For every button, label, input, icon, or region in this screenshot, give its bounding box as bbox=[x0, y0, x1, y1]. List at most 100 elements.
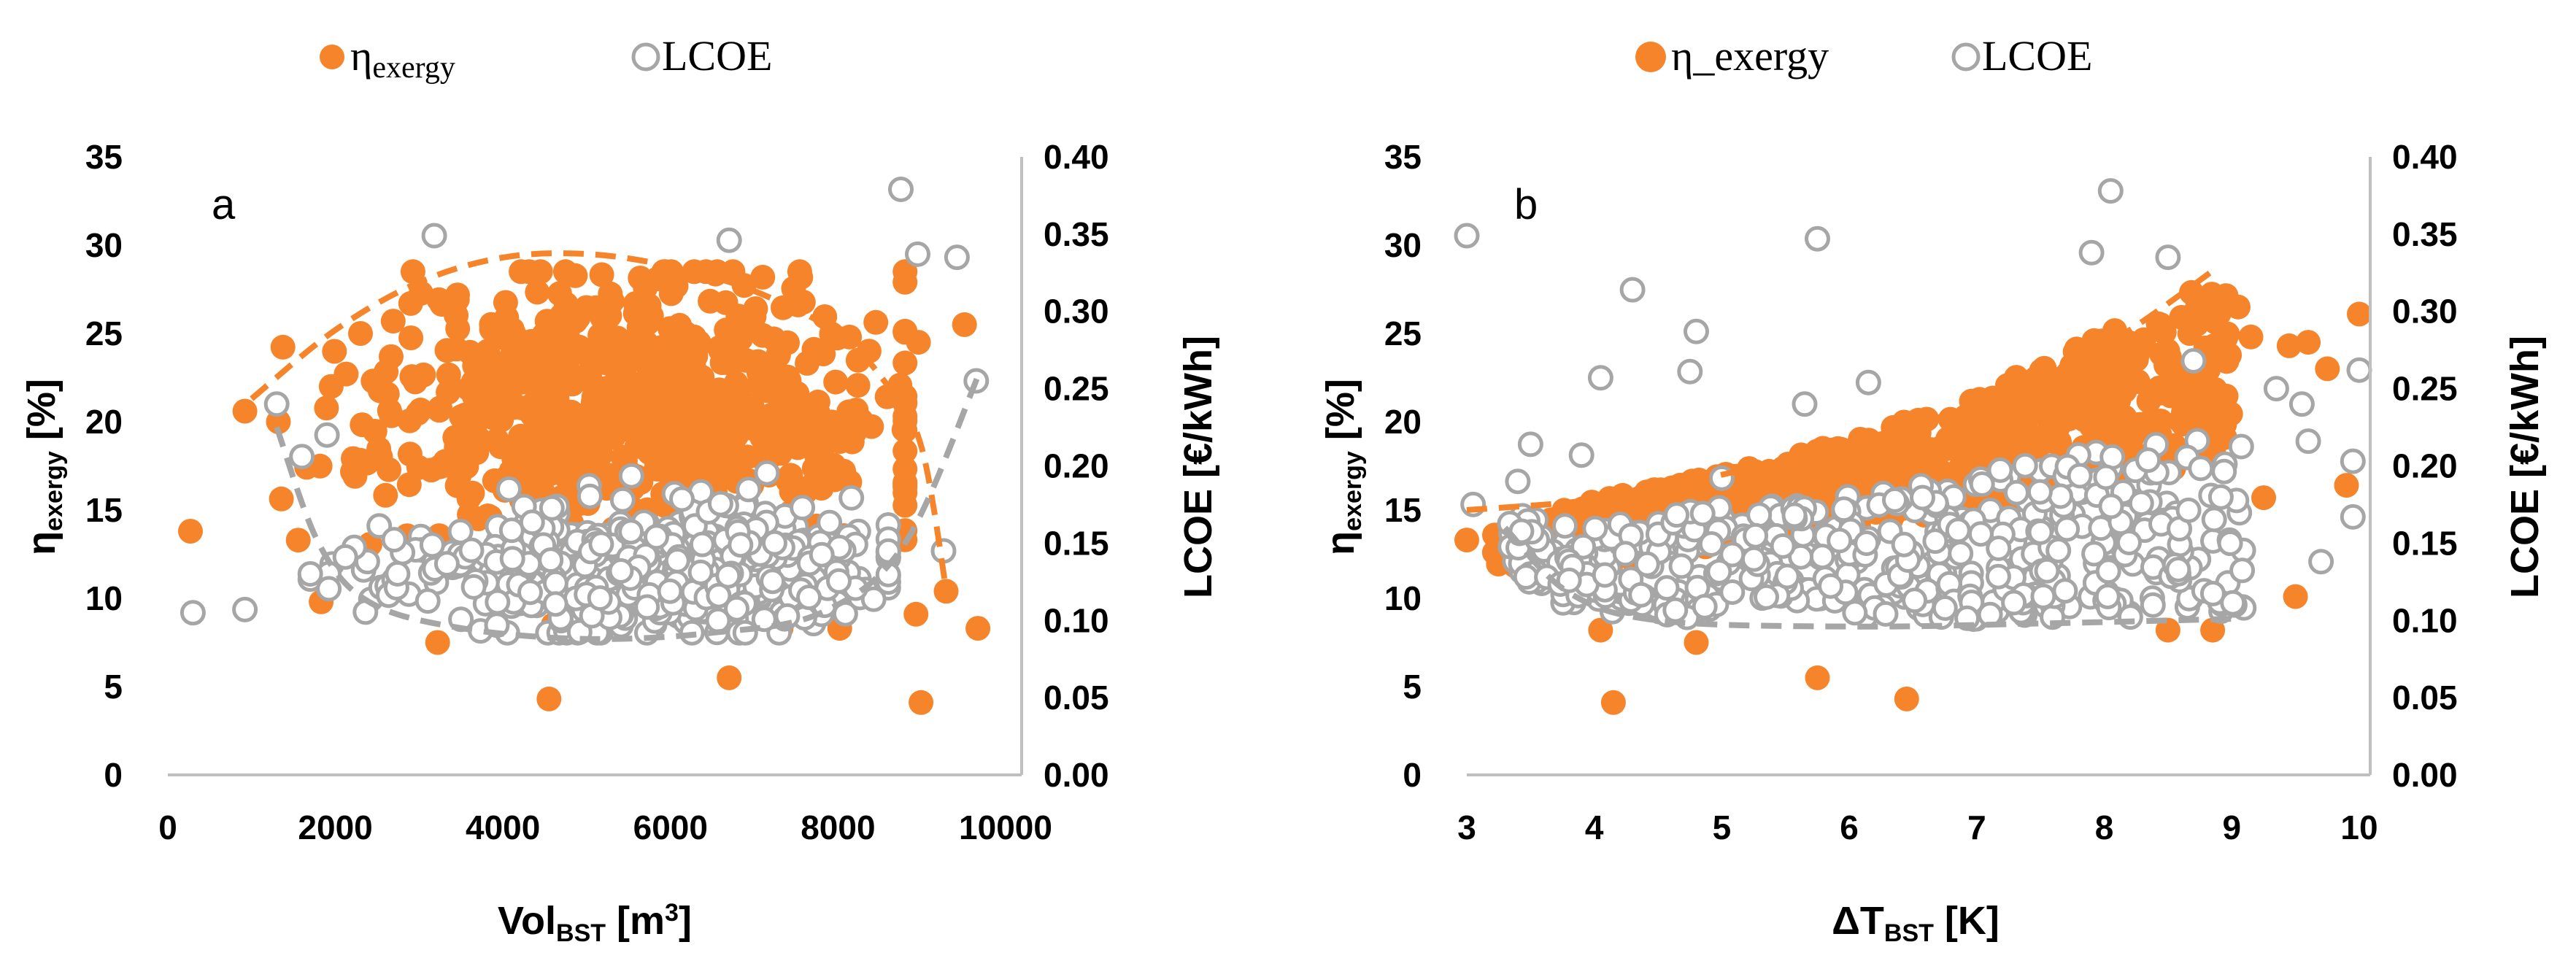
y-right-tick-label: 0.30 bbox=[1044, 293, 1109, 331]
lcoe-point bbox=[1719, 579, 1746, 605]
lcoe-point bbox=[1987, 457, 2013, 483]
exergy-point bbox=[1894, 686, 1919, 711]
lcoe-point bbox=[706, 582, 732, 609]
lcoe-point bbox=[1967, 521, 1994, 547]
exergy-point bbox=[2099, 406, 2125, 432]
lcoe-point bbox=[2012, 452, 2038, 479]
exergy-point bbox=[2093, 354, 2118, 379]
x-tick-label: 7 bbox=[1967, 808, 1986, 846]
x-tick-label: 4000 bbox=[466, 808, 540, 846]
exergy-point bbox=[2226, 294, 2251, 320]
y-right-tick-label: 0.40 bbox=[2392, 138, 2458, 176]
exergy-trendline bbox=[250, 250, 950, 595]
lcoe-point bbox=[669, 486, 695, 512]
exergy-point bbox=[952, 312, 977, 337]
lcoe-point bbox=[1628, 582, 1654, 608]
y-left-tick-label: 30 bbox=[1384, 226, 1422, 264]
lcoe-point bbox=[2135, 447, 2162, 474]
lcoe-point bbox=[634, 594, 660, 620]
lcoe-point bbox=[1619, 277, 1646, 303]
lcoe-point bbox=[664, 547, 690, 574]
lcoe-point bbox=[496, 476, 522, 502]
exergy-point bbox=[1805, 665, 1830, 690]
exergy-point bbox=[682, 324, 707, 350]
lcoe-point bbox=[1668, 553, 1694, 579]
lcoe-point bbox=[1770, 533, 1796, 559]
lcoe-point bbox=[587, 585, 613, 611]
lcoe-point bbox=[1706, 559, 1732, 584]
lcoe-point bbox=[332, 544, 358, 570]
exergy-point bbox=[717, 665, 742, 690]
lcoe-point bbox=[1746, 502, 1773, 528]
lcoe-point bbox=[385, 560, 411, 587]
lcoe-point bbox=[790, 495, 816, 521]
exergy-point bbox=[2076, 378, 2102, 404]
exergy-point bbox=[360, 368, 386, 394]
exergy-point bbox=[2184, 312, 2210, 337]
exergy-point bbox=[906, 330, 931, 355]
exergy-point bbox=[560, 371, 585, 397]
lcoe-point bbox=[2093, 464, 2119, 490]
exergy-point bbox=[648, 375, 674, 401]
exergy-point bbox=[636, 293, 662, 318]
exergy-point bbox=[845, 373, 871, 398]
exergy-point bbox=[612, 358, 637, 383]
lcoe-point bbox=[538, 547, 564, 574]
exergy-point bbox=[589, 262, 614, 287]
y-right-tick-label: 0.10 bbox=[1044, 601, 1109, 639]
exergy-point bbox=[752, 428, 778, 453]
exergy-point bbox=[662, 445, 687, 471]
exergy-point bbox=[444, 303, 469, 328]
exergy-point bbox=[601, 425, 626, 450]
exergy-point bbox=[1949, 441, 1975, 467]
exergy-point bbox=[661, 275, 687, 300]
lcoe-point bbox=[2180, 348, 2207, 374]
exergy-point bbox=[739, 393, 765, 419]
lcoe-point bbox=[1612, 541, 1638, 567]
lcoe-point bbox=[2045, 538, 2072, 563]
lcoe-point bbox=[2228, 433, 2254, 460]
exergy-point bbox=[525, 279, 550, 305]
x-tick-label: 6000 bbox=[633, 808, 708, 846]
lcoe-point bbox=[2199, 581, 2226, 606]
y-right-tick-label: 0.00 bbox=[1044, 756, 1109, 794]
exergy-point bbox=[625, 387, 650, 413]
lcoe-point bbox=[2346, 357, 2372, 383]
lcoe-point bbox=[2175, 497, 2202, 523]
exergy-point bbox=[720, 433, 745, 458]
exergy-point bbox=[536, 686, 562, 711]
exergy-point bbox=[509, 259, 534, 285]
exergy-point bbox=[746, 360, 771, 385]
exergy-point bbox=[411, 362, 436, 387]
exergy-point bbox=[379, 403, 404, 428]
exergy-point bbox=[406, 455, 431, 480]
exergy-point bbox=[903, 601, 929, 627]
exergy-point bbox=[909, 690, 934, 715]
lcoe-point bbox=[2128, 490, 2154, 517]
y-right-tick-label: 0.15 bbox=[1044, 524, 1109, 562]
panel-a-plot-area bbox=[178, 177, 991, 715]
x-tick-label: 4 bbox=[1585, 808, 1604, 846]
exergy-point bbox=[750, 323, 776, 348]
lcoe-point bbox=[485, 589, 511, 615]
lcoe-point bbox=[2027, 479, 2053, 505]
lcoe-point bbox=[657, 578, 683, 604]
lcoe-point bbox=[539, 495, 565, 521]
exergy-point bbox=[178, 519, 203, 544]
lcoe-point bbox=[2030, 583, 2056, 609]
lcoe-point bbox=[414, 588, 441, 614]
exergy-point bbox=[801, 398, 827, 424]
exergy-point bbox=[350, 412, 375, 438]
exergy-point bbox=[436, 362, 461, 387]
legend-lcoe-label: LCOE bbox=[662, 32, 772, 80]
lcoe-point bbox=[809, 541, 835, 568]
exergy-point bbox=[892, 350, 918, 376]
exergy-point bbox=[493, 290, 518, 315]
y-left-tick-label: 15 bbox=[1384, 491, 1422, 529]
lcoe-point bbox=[1677, 358, 1703, 385]
exergy-point bbox=[594, 300, 620, 325]
exergy-point bbox=[434, 338, 460, 363]
exergy-point bbox=[604, 325, 630, 351]
exergy-point bbox=[863, 309, 889, 335]
exergy-point bbox=[892, 439, 918, 464]
